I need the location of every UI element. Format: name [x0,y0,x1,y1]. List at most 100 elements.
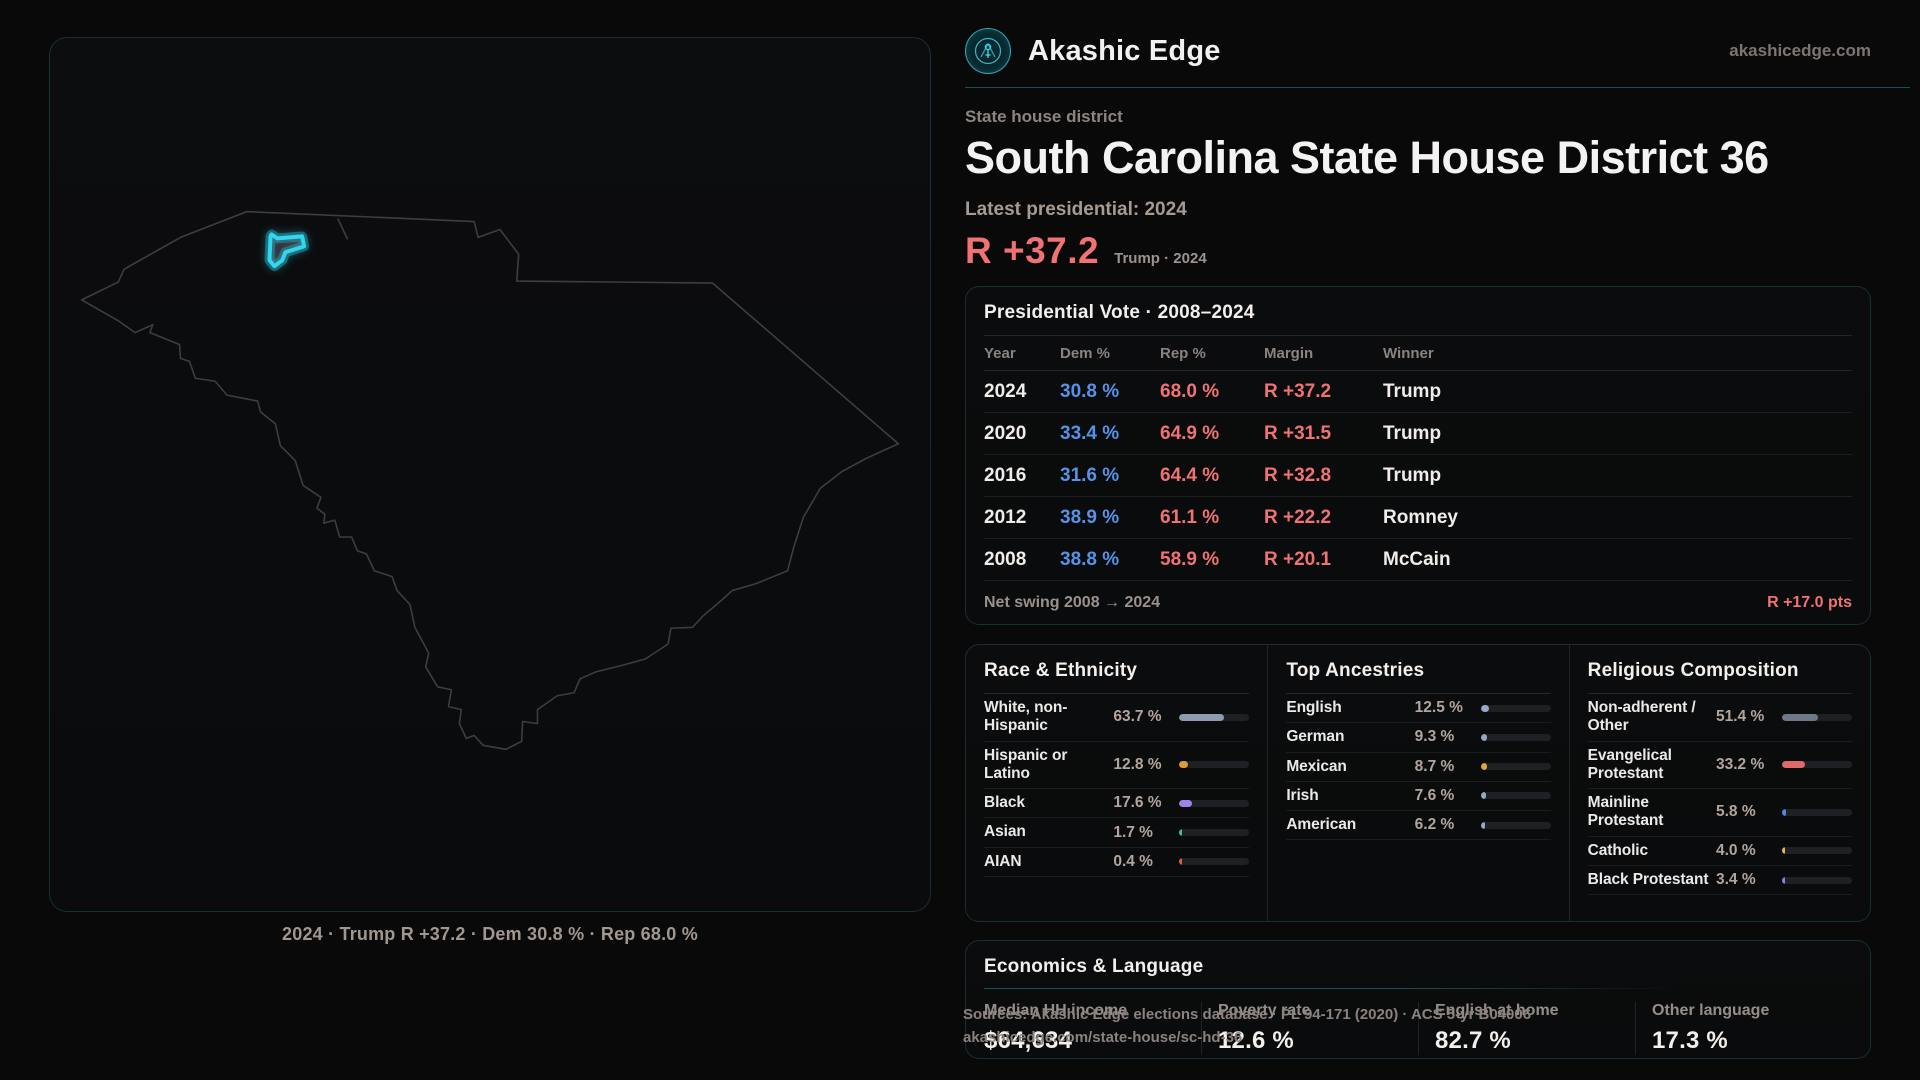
demo-value: 0.4 % [1113,852,1153,870]
race-ethnicity-title: Race & Ethnicity [984,660,1138,681]
col-winner: Winner [1383,345,1434,362]
demo-value: 17.6 % [1113,794,1162,812]
headline-margin-value: R +37.2 [965,230,1100,271]
list-item: Mainline Protestant 5.8 % [1587,789,1852,837]
demo-bar [1480,733,1551,741]
vote-table-header: Year Dem % Rep % Margin Winner [984,336,1852,371]
margin-cell: R +22.2 [1264,507,1332,528]
list-item: White, non-Hispanic 63.7 % [984,694,1250,742]
presidential-vote-title: Presidential Vote · 2008–2024 [984,302,1255,323]
card-title-rule [984,335,1852,336]
header-bar: Akashic Edge akashicedge.com [965,0,1910,74]
list-item: Non-adherent / Other 51.4 % [1587,694,1852,742]
list-item: AIAN 0.4 % [984,848,1250,877]
demo-label: Asian [984,823,1026,841]
list-item: Evangelical Protestant 33.2 % [1587,742,1852,790]
economics-stats-row: Median HH income $64,634 Poverty rate 12… [984,1002,1852,1055]
stat-value: 17.3 % [1652,1027,1728,1054]
header-divider [965,87,1910,88]
table-row: 2012 38.9 % 61.1 % R +22.2 Romney [984,497,1852,539]
rep-cell: 64.4 % [1160,465,1220,486]
demo-value: 4.0 % [1716,841,1756,859]
col-dem: Dem % [1060,345,1111,362]
race-ethnicity-section: Race & Ethnicity White, non-Hispanic 63.… [966,645,1267,921]
net-swing-row: Net swing 2008 → 2024 R +17.0 pts [984,582,1852,612]
stat-poverty-rate: Poverty rate 12.6 % [1201,1002,1418,1055]
stat-median-income: Median HH income $64,634 [984,1002,1201,1055]
south-carolina-map [80,210,900,751]
demo-bar [1179,761,1250,769]
rep-cell: 68.0 % [1160,381,1220,402]
demo-value: 63.7 % [1113,708,1162,726]
table-row: 2024 30.8 % 68.0 % R +37.2 Trump [984,371,1852,413]
stat-label: Other language [1652,1002,1770,1019]
map-caption: 2024 · Trump R +37.2 · Dem 30.8 % · Rep … [282,924,698,944]
demo-label: German [1286,728,1345,746]
district-36-shape[interactable] [267,232,307,269]
demo-bar [1480,821,1551,829]
stat-value: $64,634 [984,1027,1073,1054]
stat-label: Poverty rate [1218,1002,1311,1019]
demo-label: Mexican [1286,757,1347,775]
demo-bar [1179,799,1250,807]
demo-label: Irish [1286,786,1319,804]
list-item: English 12.5 % [1286,694,1551,724]
state-outline-shape [80,210,900,751]
col-rep: Rep % [1160,345,1206,362]
rep-cell: 61.1 % [1160,507,1220,528]
stat-label: Median HH income [984,1002,1128,1019]
demo-value: 8.7 % [1414,757,1455,775]
col-year: Year [984,345,1016,362]
winner-cell: Trump [1383,423,1442,444]
economics-language-card: Economics & Language Median HH income $6… [965,940,1871,1059]
stat-value: 82.7 % [1435,1027,1511,1054]
demo-bar [1179,858,1250,866]
demo-bar [1179,829,1250,837]
emblem-icon [974,37,1002,65]
top-ancestries-section: Top Ancestries English 12.5 % German 9.3… [1267,645,1568,921]
demo-value: 3.4 % [1716,871,1756,889]
list-item: Catholic 4.0 % [1587,837,1852,866]
presidential-vote-card: Presidential Vote · 2008–2024 Year Dem %… [965,286,1871,625]
list-item: Black Protestant 3.4 % [1587,866,1852,896]
list-item: Mexican 8.7 % [1286,753,1551,782]
list-item: German 9.3 % [1286,723,1551,753]
section-title-rule [1587,693,1852,694]
headline-margin-row: R +37.2 Trump · 2024 [965,230,1910,272]
net-swing-value: R +17.0 pts [1767,594,1852,611]
list-item: Asian 1.7 % [984,818,1250,848]
stat-label: English at home [1435,1002,1559,1019]
demo-label: Black Protestant [1587,870,1709,888]
demo-bar [1480,704,1551,712]
demo-label: Mainline Protestant [1587,794,1664,830]
year-cell: 2024 [984,381,1027,402]
rep-cell: 58.9 % [1160,549,1220,570]
dem-cell: 30.8 % [1060,381,1120,402]
demo-bar [1480,763,1551,771]
district-map-panel [49,37,931,912]
latest-presidential-label: Latest presidential: 2024 [965,199,1187,220]
demo-label: Non-adherent / Other [1587,699,1696,735]
demo-bar [1480,792,1551,800]
demo-value: 51.4 % [1716,708,1765,726]
brand-name: Akashic Edge [1028,34,1221,67]
dem-cell: 38.8 % [1060,549,1120,570]
table-row: 2008 38.8 % 58.9 % R +20.1 McCain [984,539,1852,581]
list-item: American 6.2 % [1286,811,1551,841]
col-margin: Margin [1264,345,1314,362]
year-cell: 2020 [984,423,1027,444]
demo-bar [1782,808,1852,816]
margin-cell: R +37.2 [1264,381,1332,402]
main-content: Akashic Edge akashicedge.com State house… [965,0,1910,1059]
headline-margin-caption: Trump · 2024 [1114,250,1207,267]
demo-bar [1782,876,1852,884]
section-title-rule [984,693,1250,694]
stat-other-language: Other language 17.3 % [1635,1002,1852,1055]
demo-value: 7.6 % [1414,786,1455,804]
brand-url-link[interactable]: akashicedge.com [1729,41,1871,60]
sources-permalink: akashicedge.com/state-house/sc-hd-36 [963,1029,1243,1046]
stat-english-at-home: English at home 82.7 % [1418,1002,1635,1055]
demo-value: 33.2 % [1716,755,1765,773]
demo-label: Evangelical Protestant [1587,746,1672,782]
